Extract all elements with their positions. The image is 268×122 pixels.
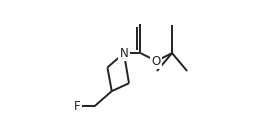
Text: O: O [152, 55, 161, 67]
Text: F: F [74, 100, 81, 113]
Text: N: N [120, 47, 128, 60]
